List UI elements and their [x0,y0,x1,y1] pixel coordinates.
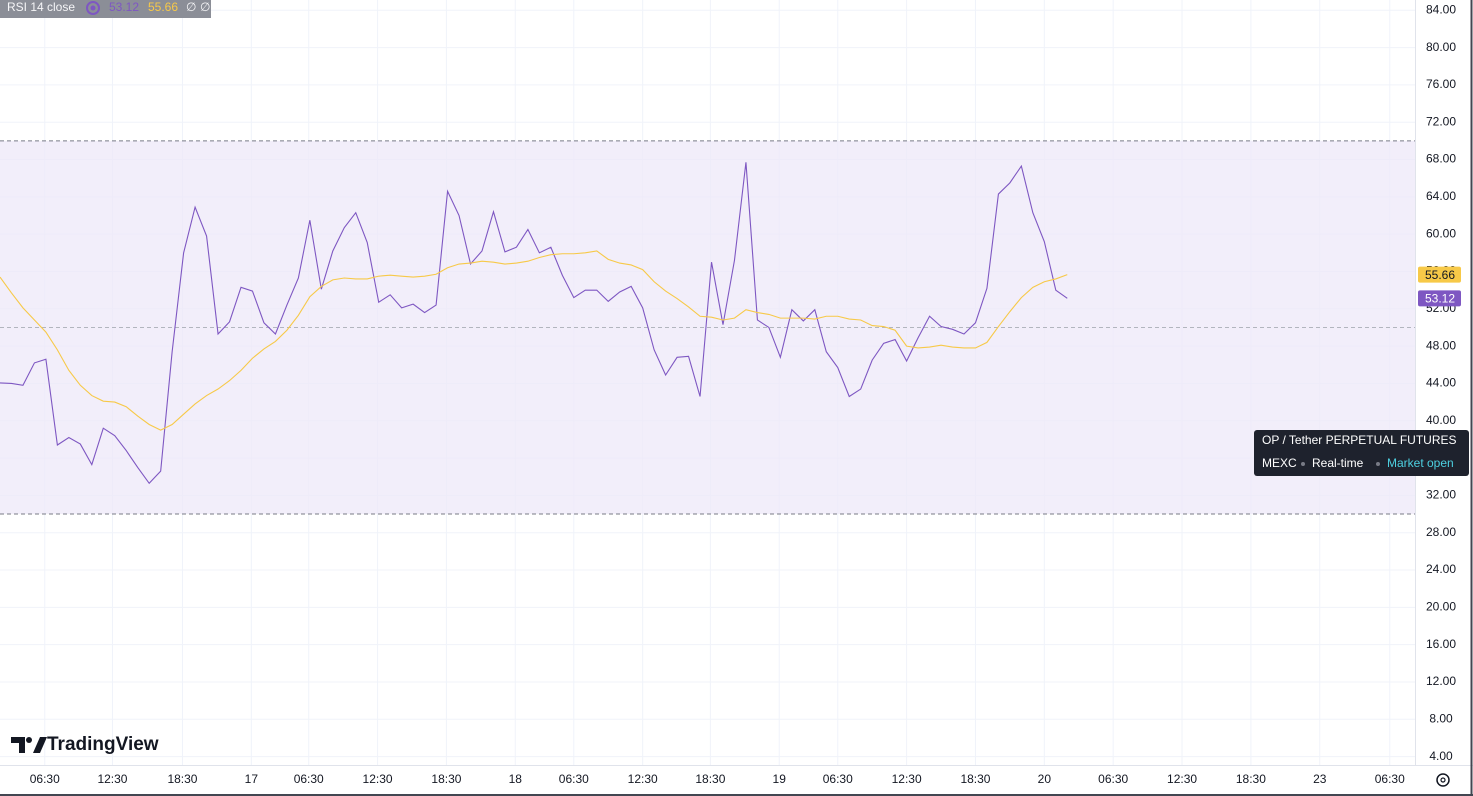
series-line [0,162,1068,485]
logo-mark [33,737,47,753]
y-tick-label: 40.00 [1426,413,1456,427]
x-tick-label: 12:30 [892,772,922,786]
x-tick-label: 18:30 [695,772,725,786]
settings-button[interactable] [1436,773,1450,787]
info-feed: Real-time [1312,456,1364,470]
x-tick-label: 06:30 [294,772,324,786]
settings-icon [1440,777,1446,783]
x-tick-label: 06:30 [1375,772,1405,786]
x-tick-label: 17 [245,772,259,786]
x-tick-label: 06:30 [30,772,60,786]
x-tick-label: 06:30 [559,772,589,786]
x-tick-label: 18:30 [1236,772,1266,786]
settings-icon[interactable] [1436,773,1450,787]
y-tick-label: 64.00 [1426,189,1456,203]
legend: RSI 14 close 53.12 55.66 ∅ ∅ [0,0,211,18]
x-tick-label: 06:30 [1098,772,1128,786]
y-tick-label: 48.00 [1426,338,1456,352]
logo-mark [26,737,32,743]
legend-value: 55.66 [148,0,178,14]
y-tick-label: 32.00 [1426,488,1456,502]
info-exchange: MEXC [1262,456,1297,470]
legend-na: ∅ [186,0,196,14]
x-tick-label: 12:30 [628,772,658,786]
info-separator [1376,462,1380,466]
y-tick-label: 8.00 [1429,711,1453,725]
y-tick-label: 20.00 [1426,600,1456,614]
y-tick-label: 68.00 [1426,152,1456,166]
info-title: OP / Tether PERPETUAL FUTURES [1262,433,1457,447]
y-tick-label: 80.00 [1426,40,1456,54]
y-tick-label: 16.00 [1426,637,1456,651]
last-value-badge [1418,290,1461,307]
y-tick-label: 76.00 [1426,77,1456,91]
x-tick-label: 23 [1313,772,1327,786]
legend-label: RSI 14 close [7,0,75,14]
x-tick-label: 18:30 [431,772,461,786]
last-value-badge [1418,266,1461,283]
watermark-text: TradingView [47,734,159,755]
x-tick-label: 18:30 [167,772,197,786]
legend-na: ∅ [200,0,210,14]
legend-background [0,0,211,18]
last-value-label: 53.12 [1425,292,1455,306]
rsi-bands [0,140,1415,515]
legend-icon-dot [90,5,96,11]
y-tick-label: 44.00 [1426,376,1456,390]
y-tick-label: 60.00 [1426,226,1456,240]
y-tick-label: 28.00 [1426,525,1456,539]
info-separator [1301,462,1305,466]
info-background [1254,430,1469,476]
series-line [0,250,1068,431]
x-tick-label: 12:30 [97,772,127,786]
y-tick-label: 72.00 [1426,114,1456,128]
y-tick-label: 24.00 [1426,562,1456,576]
legend-icon[interactable] [86,1,100,15]
logo-mark [11,737,25,753]
lines [0,162,1068,485]
y-tick-label: 4.00 [1429,749,1453,763]
x-tick-label: 20 [1038,772,1052,786]
x-tick-label: 12:30 [363,772,393,786]
price-badges: 53.12 55.66 [1418,266,1461,307]
y-tick-label: 84.00 [1426,2,1456,16]
symbol-info: OP / Tether PERPETUAL FUTURES MEXC Real-… [1254,430,1469,476]
y-tick-label: 12.00 [1426,674,1456,688]
x-tick-label: 18:30 [960,772,990,786]
x-tick-label: 12:30 [1167,772,1197,786]
x-tick-label: 18 [509,772,523,786]
watermark[interactable]: TradingView [11,734,159,755]
last-value-label: 55.66 [1425,268,1455,282]
legend-value: 53.12 [109,0,139,14]
x-tick-label: 19 [773,772,787,786]
info-status[interactable]: Market open [1387,456,1454,470]
x-tick-label: 06:30 [823,772,853,786]
